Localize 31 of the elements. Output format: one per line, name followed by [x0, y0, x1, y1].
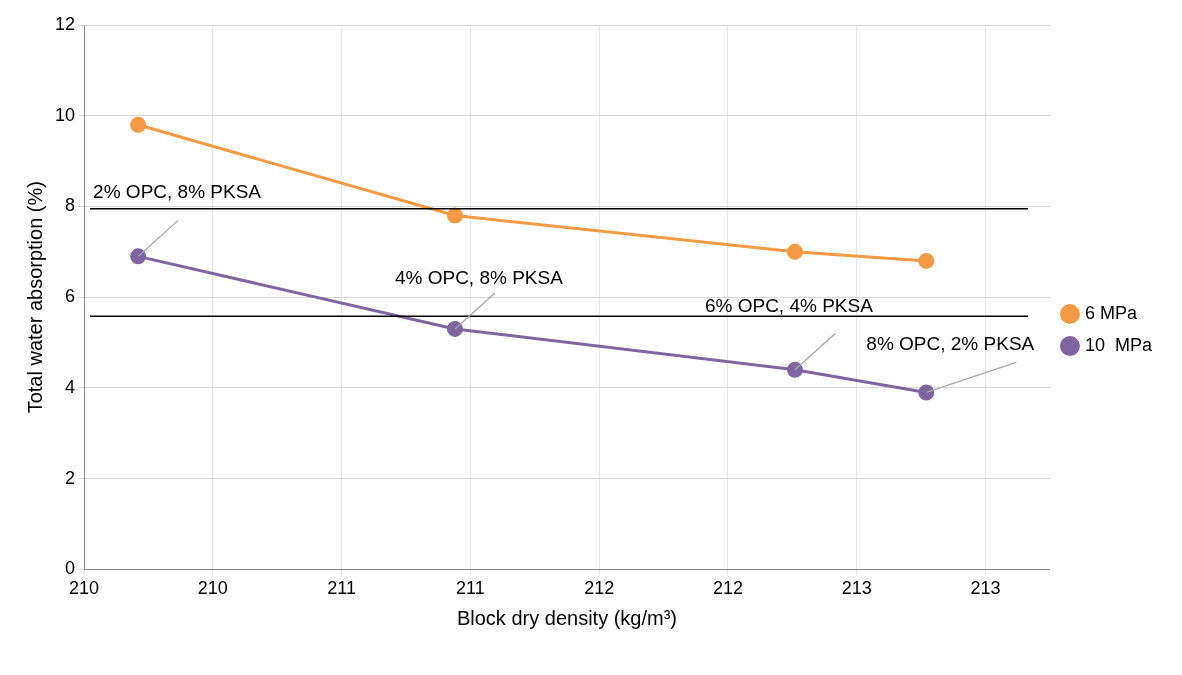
point [130, 116, 147, 133]
x-tick-label: 213 [970, 578, 1001, 599]
point [918, 252, 935, 269]
y-axis-title: Total water absorption (%) [23, 181, 46, 414]
legend-label: 6 MPa [1084, 302, 1138, 323]
point [786, 361, 803, 378]
y-tick-label: 10 [54, 104, 76, 125]
annotation: 2% OPC, 8% PKSA [93, 181, 262, 203]
x-tick-label: 212 [712, 578, 744, 599]
y-tick-label: 2 [65, 467, 76, 488]
x-tick-label: 210 [197, 578, 228, 599]
annotation: 6% OPC, 4% PKSA [704, 294, 874, 316]
point [918, 384, 935, 401]
y-tick-label: 6 [65, 286, 76, 307]
annotation: 4% OPC, 8% PKSA [394, 266, 564, 288]
x-tick-label: 212 [584, 578, 615, 599]
x-tick-label: 213 [841, 578, 872, 599]
y-tick-label: 12 [54, 13, 76, 34]
point [130, 248, 147, 265]
x-tick-label: 210 [69, 578, 100, 599]
annotation: 8% OPC, 2% PKSA [866, 333, 1035, 355]
x-tick-label: 211 [327, 578, 356, 599]
point [446, 320, 463, 337]
y-tick-label: 4 [65, 376, 76, 397]
legend-label: 10 MPa [1084, 334, 1153, 355]
point [446, 207, 463, 224]
y-tick-label: 0 [65, 558, 76, 579]
point [786, 243, 803, 260]
x-axis-title: Block dry density (kg/m³) [456, 606, 678, 629]
y-tick-label: 8 [65, 195, 76, 216]
x-tick-label: 211 [456, 578, 485, 599]
